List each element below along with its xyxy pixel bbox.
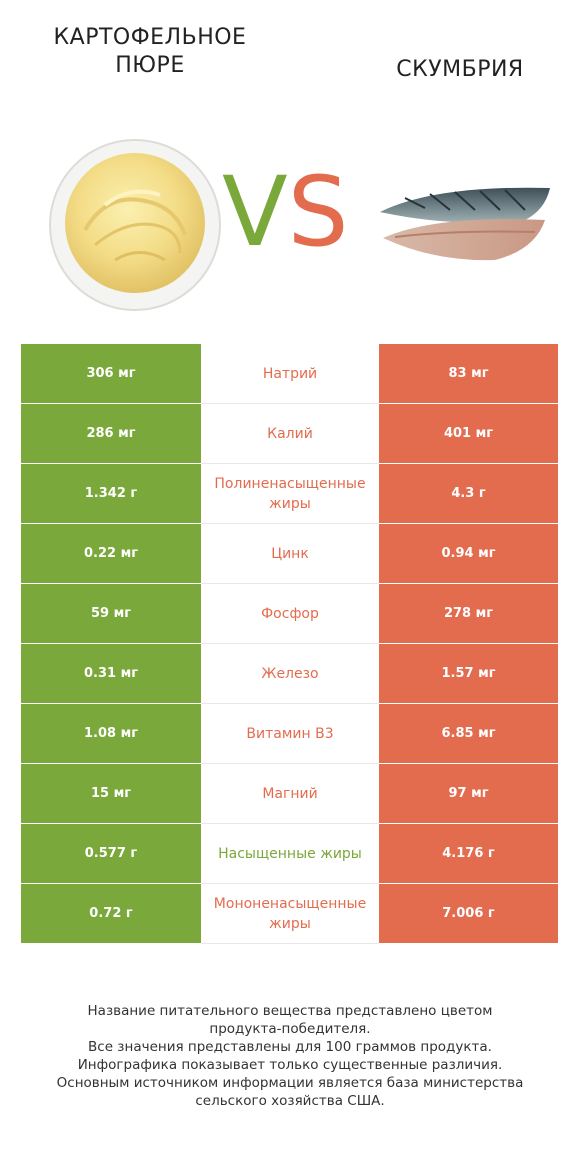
left-value: 0.22 мг bbox=[21, 524, 201, 584]
nutrient-name: Витамин B3 bbox=[201, 704, 379, 764]
nutrient-name: Полиненасыщенные жиры bbox=[201, 464, 379, 524]
footer-note: Название питательного вещества представл… bbox=[20, 1002, 560, 1110]
footer-line: продукта-победителя. bbox=[209, 1021, 371, 1037]
right-value: 83 мг bbox=[379, 344, 558, 404]
right-value: 7.006 г bbox=[379, 884, 558, 944]
footer-line: Основным источником информации является … bbox=[56, 1075, 524, 1091]
footer-line: Все значения представлены для 100 граммо… bbox=[88, 1039, 492, 1055]
left-value: 59 мг bbox=[21, 584, 201, 644]
right-value: 97 мг bbox=[379, 764, 558, 824]
footer-line: Название питательного вещества представл… bbox=[87, 1003, 493, 1019]
left-title-line2: ПЮРЕ bbox=[115, 53, 185, 78]
left-value: 286 мг bbox=[21, 404, 201, 464]
mackerel-image bbox=[380, 187, 550, 261]
right-value: 4.3 г bbox=[379, 464, 558, 524]
right-value: 401 мг bbox=[379, 404, 558, 464]
nutrient-name: Фосфор bbox=[201, 584, 379, 644]
table-row: 286 мг Калий 401 мг bbox=[21, 404, 558, 464]
right-product-title: СКУМБРИЯ bbox=[396, 57, 524, 82]
table-row: 0.22 мг Цинк 0.94 мг bbox=[21, 524, 558, 584]
left-value: 0.31 мг bbox=[21, 644, 201, 704]
table-row: 1.08 мг Витамин B3 6.85 мг bbox=[21, 704, 558, 764]
right-value: 1.57 мг bbox=[379, 644, 558, 704]
left-value: 0.72 г bbox=[21, 884, 201, 944]
left-title-line1: КАРТОФЕЛЬНОЕ bbox=[53, 25, 247, 50]
vs-v-letter: V bbox=[222, 156, 288, 268]
right-value: 6.85 мг bbox=[379, 704, 558, 764]
nutrient-name: Цинк bbox=[201, 524, 379, 584]
right-value: 278 мг bbox=[379, 584, 558, 644]
nutrient-name: Железо bbox=[201, 644, 379, 704]
right-value: 4.176 г bbox=[379, 824, 558, 884]
table-row: 1.342 г Полиненасыщенные жиры 4.3 г bbox=[21, 464, 558, 524]
vs-label: VS bbox=[222, 162, 349, 262]
left-value: 15 мг bbox=[21, 764, 201, 824]
table-row: 0.577 г Насыщенные жиры 4.176 г bbox=[21, 824, 558, 884]
left-value: 1.342 г bbox=[21, 464, 201, 524]
footer-line: Инфографика показывает только существенн… bbox=[77, 1057, 503, 1073]
table-row: 15 мг Магний 97 мг bbox=[21, 764, 558, 824]
table-row: 59 мг Фосфор 278 мг bbox=[21, 584, 558, 644]
table-row: 306 мг Натрий 83 мг bbox=[21, 344, 558, 404]
table-row: 0.31 мг Железо 1.57 мг bbox=[21, 644, 558, 704]
left-value: 306 мг bbox=[21, 344, 201, 404]
vs-s-letter: S bbox=[287, 156, 349, 268]
left-product-title: КАРТОФЕЛЬНОЕ ПЮРЕ bbox=[20, 24, 280, 80]
nutrient-name: Насыщенные жиры bbox=[201, 824, 379, 884]
table-row: 0.72 г Мононенасыщенные жиры 7.006 г bbox=[21, 884, 558, 944]
nutrient-comparison-table: 306 мг Натрий 83 мг 286 мг Калий 401 мг 1.342 … bbox=[21, 344, 558, 944]
footer-line: сельского хозяйства США. bbox=[195, 1093, 385, 1109]
mashed-potato-image bbox=[49, 139, 221, 311]
nutrient-name: Магний bbox=[201, 764, 379, 824]
nutrient-name: Натрий bbox=[201, 344, 379, 404]
left-value: 1.08 мг bbox=[21, 704, 201, 764]
nutrient-name: Калий bbox=[201, 404, 379, 464]
right-value: 0.94 мг bbox=[379, 524, 558, 584]
nutrient-name: Мононенасыщенные жиры bbox=[201, 884, 379, 944]
left-value: 0.577 г bbox=[21, 824, 201, 884]
